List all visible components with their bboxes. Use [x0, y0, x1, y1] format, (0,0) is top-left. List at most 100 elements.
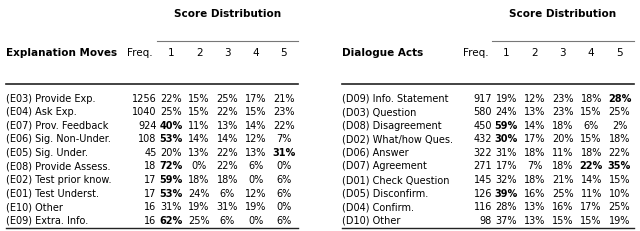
Text: (D07) Agreement: (D07) Agreement [342, 161, 427, 171]
Text: 53%: 53% [159, 189, 182, 199]
Text: 15%: 15% [552, 216, 573, 226]
Text: (E09) Extra. Info.: (E09) Extra. Info. [6, 216, 89, 226]
Text: 11%: 11% [552, 148, 573, 158]
Text: 18%: 18% [524, 175, 545, 185]
Text: (D02) What/how Ques.: (D02) What/how Ques. [342, 134, 453, 144]
Text: 322: 322 [474, 148, 492, 158]
Text: 15%: 15% [580, 134, 602, 144]
Text: 72%: 72% [159, 161, 182, 171]
Text: 12%: 12% [245, 134, 266, 144]
Text: 59%: 59% [159, 175, 182, 185]
Text: 7%: 7% [276, 134, 292, 144]
Text: 18%: 18% [580, 148, 602, 158]
Text: 3: 3 [224, 48, 230, 58]
Text: (E03) Provide Exp.: (E03) Provide Exp. [6, 94, 96, 103]
Text: 13%: 13% [245, 148, 266, 158]
Text: 17%: 17% [524, 134, 545, 144]
Text: 1256: 1256 [132, 94, 157, 103]
Text: 13%: 13% [524, 216, 545, 226]
Text: 31%: 31% [217, 202, 238, 212]
Text: 24%: 24% [188, 189, 210, 199]
Text: 23%: 23% [273, 107, 295, 117]
Text: 16: 16 [145, 216, 157, 226]
Text: 6%: 6% [276, 175, 292, 185]
Text: 1: 1 [168, 48, 174, 58]
Text: 25%: 25% [609, 107, 630, 117]
Text: Freq.: Freq. [127, 48, 153, 58]
Text: 17%: 17% [495, 161, 517, 171]
Text: 6%: 6% [276, 189, 292, 199]
Text: 6%: 6% [220, 216, 235, 226]
Text: Freq.: Freq. [463, 48, 488, 58]
Text: (E01) Test Underst.: (E01) Test Underst. [6, 189, 99, 199]
Text: 37%: 37% [495, 216, 517, 226]
Text: (E02) Test prior know.: (E02) Test prior know. [6, 175, 112, 185]
Text: 11%: 11% [580, 189, 602, 199]
Text: 17%: 17% [580, 202, 602, 212]
Text: (D08) Disagreement: (D08) Disagreement [342, 121, 442, 131]
Text: (E08) Provide Assess.: (E08) Provide Assess. [6, 161, 111, 171]
Text: 13%: 13% [524, 107, 545, 117]
Text: 450: 450 [474, 121, 492, 131]
Text: 0%: 0% [276, 161, 292, 171]
Text: 18%: 18% [552, 121, 573, 131]
Text: 22%: 22% [273, 121, 295, 131]
Text: 25%: 25% [552, 189, 573, 199]
Text: 19%: 19% [188, 202, 210, 212]
Text: (D03) Question: (D03) Question [342, 107, 416, 117]
Text: 59%: 59% [495, 121, 518, 131]
Text: 0%: 0% [191, 161, 207, 171]
Text: 31%: 31% [273, 148, 296, 158]
Text: 24%: 24% [495, 107, 517, 117]
Text: 15%: 15% [188, 94, 210, 103]
Text: 17%: 17% [245, 94, 266, 103]
Text: 6%: 6% [248, 161, 263, 171]
Text: (E06) Sig. Non-Under.: (E06) Sig. Non-Under. [6, 134, 111, 144]
Text: 2: 2 [531, 48, 538, 58]
Text: 15%: 15% [580, 216, 602, 226]
Text: 3: 3 [559, 48, 566, 58]
Text: 22%: 22% [609, 148, 630, 158]
Text: 14%: 14% [524, 121, 545, 131]
Text: 20%: 20% [552, 134, 573, 144]
Text: 98: 98 [480, 216, 492, 226]
Text: 18%: 18% [188, 175, 210, 185]
Text: 14%: 14% [245, 121, 266, 131]
Text: 22%: 22% [580, 161, 603, 171]
Text: 25%: 25% [188, 216, 210, 226]
Text: 13%: 13% [217, 121, 238, 131]
Text: 18%: 18% [580, 94, 602, 103]
Text: 16: 16 [145, 202, 157, 212]
Text: 20%: 20% [160, 148, 182, 158]
Text: 19%: 19% [245, 202, 266, 212]
Text: 39%: 39% [495, 189, 518, 199]
Text: 19%: 19% [609, 216, 630, 226]
Text: 0%: 0% [248, 216, 263, 226]
Text: 25%: 25% [216, 94, 238, 103]
Text: 13%: 13% [188, 148, 210, 158]
Text: 28%: 28% [608, 94, 631, 103]
Text: 15%: 15% [609, 175, 630, 185]
Text: 45: 45 [144, 148, 157, 158]
Text: 14%: 14% [217, 134, 238, 144]
Text: 18%: 18% [524, 148, 545, 158]
Text: 14%: 14% [580, 175, 602, 185]
Text: 12%: 12% [245, 189, 266, 199]
Text: Dialogue Acts: Dialogue Acts [342, 48, 423, 58]
Text: (D05) Disconfirm.: (D05) Disconfirm. [342, 189, 428, 199]
Text: 0%: 0% [276, 202, 292, 212]
Text: 30%: 30% [495, 134, 518, 144]
Text: 22%: 22% [216, 107, 238, 117]
Text: (E05) Sig. Under.: (E05) Sig. Under. [6, 148, 88, 158]
Text: 19%: 19% [495, 94, 517, 103]
Text: 5: 5 [616, 48, 623, 58]
Text: 1: 1 [503, 48, 509, 58]
Text: 924: 924 [138, 121, 157, 131]
Text: 10%: 10% [609, 189, 630, 199]
Text: 25%: 25% [160, 107, 182, 117]
Text: (E04) Ask Exp.: (E04) Ask Exp. [6, 107, 77, 117]
Text: 15%: 15% [580, 107, 602, 117]
Text: (D10) Other: (D10) Other [342, 216, 400, 226]
Text: 271: 271 [474, 161, 492, 171]
Text: 12%: 12% [524, 94, 545, 103]
